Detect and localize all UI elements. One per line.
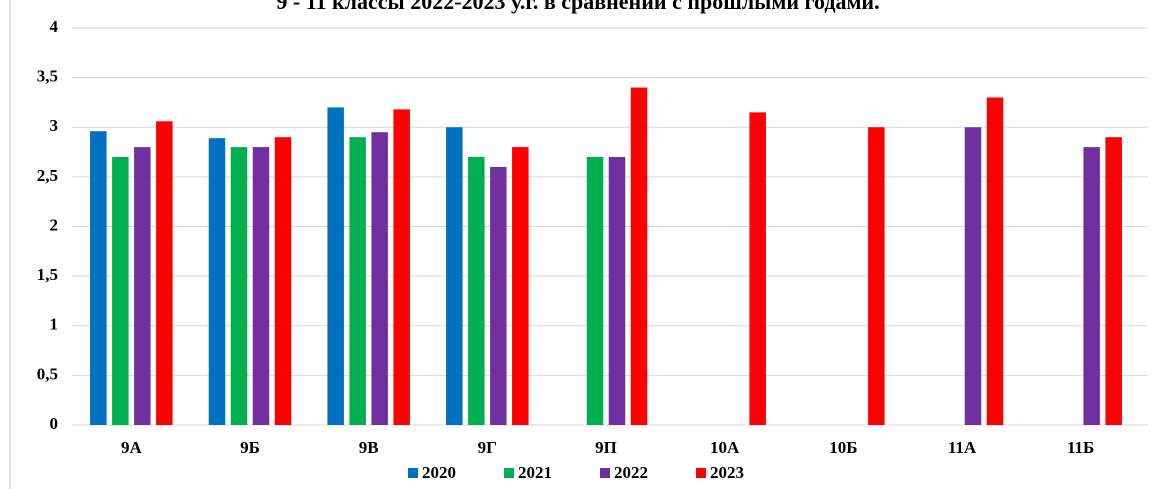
x-tick-label: 10А: [710, 438, 740, 457]
x-tick-label: 9А: [121, 438, 143, 457]
bar: [964, 127, 982, 425]
y-tick-label: 4: [50, 17, 59, 36]
legend-label: 2023: [710, 463, 744, 482]
y-tick-label: 2: [50, 215, 59, 234]
bar: [468, 157, 485, 425]
bar: [90, 131, 107, 425]
x-tick-label: 9П: [595, 438, 617, 457]
chart-title: 9 - 11 классы 2022-2023 у.г. в сравнении…: [276, 0, 879, 14]
x-tick-label: 10Б: [829, 438, 857, 457]
legend-swatch: [504, 468, 514, 478]
legend-swatch: [600, 468, 610, 478]
bar: [749, 112, 766, 426]
legend-label: 2022: [614, 463, 648, 482]
bar: [393, 109, 410, 425]
bar: [1105, 137, 1122, 426]
x-tick-label: 11А: [948, 438, 977, 457]
legend-swatch: [696, 468, 706, 478]
bar: [112, 157, 129, 425]
y-tick-label: 3,5: [37, 67, 58, 86]
bar: [134, 147, 151, 425]
bar: [349, 137, 366, 426]
legend-swatch: [408, 468, 418, 478]
x-tick-label: 11Б: [1067, 438, 1094, 457]
y-tick-label: 3: [50, 116, 59, 135]
y-tick-label: 1,5: [37, 265, 58, 284]
bar: [630, 87, 648, 426]
bar: [490, 166, 507, 425]
y-tick-label: 1: [50, 315, 59, 334]
bar: [230, 147, 248, 425]
legend-label: 2021: [518, 463, 552, 482]
bar: [986, 97, 1004, 425]
bar: [512, 147, 529, 425]
x-tick-label: 9В: [359, 438, 379, 457]
x-tick-label: 9Б: [240, 438, 260, 457]
bar: [327, 107, 344, 426]
legend-label: 2020: [422, 463, 456, 482]
bar: [1083, 147, 1100, 425]
bar: [586, 157, 604, 425]
bar: [608, 157, 626, 425]
bar: [252, 147, 270, 425]
bar: [371, 132, 388, 425]
y-tick-label: 0,5: [37, 364, 58, 383]
bar: [446, 127, 463, 425]
bar: [208, 138, 226, 426]
y-tick-label: 2,5: [37, 166, 58, 185]
bar: [868, 127, 885, 425]
bar: [274, 137, 292, 426]
x-tick-label: 9Г: [478, 438, 497, 457]
y-tick-label: 0: [50, 414, 59, 433]
bar: [156, 121, 173, 426]
